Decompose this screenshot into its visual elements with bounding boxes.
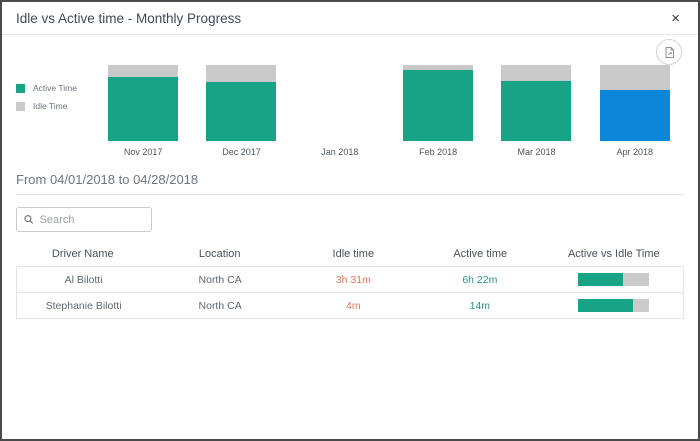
idle-segment: [599, 65, 670, 91]
table-row[interactable]: Stephanie Bilotti North CA 4m 14m: [16, 292, 684, 319]
month-bar-dec-2017[interactable]: Dec 2017: [192, 65, 290, 157]
close-icon[interactable]: ×: [667, 9, 684, 28]
col-header-active-time: Active time: [453, 248, 508, 260]
legend-item-active-time[interactable]: Active Time: [16, 83, 94, 93]
active-vs-idle-bar: [577, 273, 649, 286]
month-bar-mar-2018[interactable]: Mar 2018: [487, 65, 585, 157]
col-header-active-vs-idle: Active vs Idle Time: [567, 248, 660, 260]
active-segment: [501, 80, 572, 141]
legend-item-idle-time[interactable]: Idle Time: [16, 101, 94, 111]
cell-active-vs-idle: [543, 299, 683, 312]
bar-stack: [206, 65, 277, 141]
search-icon: [24, 215, 34, 224]
chart-bars: Nov 2017 Dec 2017 Jan 2018 Feb 2018 Mar 2018…: [94, 65, 684, 157]
legend-label: Idle Time: [33, 101, 68, 111]
bar-stack: [108, 65, 179, 141]
legend-swatch: [16, 83, 25, 93]
active-segment: [206, 81, 277, 141]
month-label: Nov 2017: [123, 147, 163, 157]
idle-segment: [403, 65, 474, 71]
cell-active-time: 6h 22m: [462, 273, 498, 286]
month-bar-feb-2018[interactable]: Feb 2018: [389, 65, 487, 157]
col-header-idle-time: Idle time: [332, 248, 375, 260]
col-header-driver-name: Driver Name: [51, 248, 114, 260]
table-body: Al Bilotti North CA 3h 31m 6h 22m Stephanie …: [16, 266, 684, 319]
cell-location: North CA: [198, 299, 242, 312]
cell-active-time: 14m: [469, 299, 491, 312]
idle-segment: [108, 65, 179, 78]
legend-swatch: [16, 101, 25, 111]
active-segment-selected: [599, 90, 670, 141]
period-heading: From 04/01/2018 to 04/28/2018: [16, 172, 684, 195]
dialog-title: Idle vs Active time - Monthly Progress: [16, 10, 242, 26]
month-label: Apr 2018: [616, 147, 654, 157]
dialog-header: Idle vs Active time - Monthly Progress ×: [2, 2, 698, 35]
active-segment: [403, 70, 474, 141]
month-bar-jan-2018[interactable]: Jan 2018: [291, 65, 389, 157]
export-report-icon: [665, 46, 674, 58]
table-row[interactable]: Al Bilotti North CA 3h 31m 6h 22m: [16, 266, 684, 293]
chart-legend: Active Time Idle Time: [16, 65, 94, 157]
idle-segment: [501, 65, 572, 81]
month-bar-nov-2017[interactable]: Nov 2017: [94, 65, 192, 157]
col-header-location: Location: [198, 248, 241, 260]
cell-driver-name: Al Bilotti: [64, 273, 103, 286]
bar-stack: [305, 65, 375, 141]
table-header: Driver Name Location Idle time Active ti…: [16, 242, 684, 266]
active-vs-idle-bar: [577, 299, 649, 312]
bar-stack: [599, 65, 670, 141]
cell-location: North CA: [198, 273, 242, 286]
cell-idle-time: 4m: [346, 299, 361, 312]
month-label: Jan 2018: [321, 147, 359, 157]
cell-idle-time: 3h 31m: [335, 273, 371, 286]
active-segment: [108, 77, 179, 141]
cell-active-vs-idle: [543, 273, 683, 286]
active-ratio-fill: [577, 273, 623, 286]
idle-segment: [206, 65, 277, 82]
cell-driver-name: Stephanie Bilotti: [45, 299, 122, 312]
bar-stack: [403, 65, 474, 141]
month-label: Feb 2018: [419, 147, 458, 157]
month-label: Dec 2017: [222, 147, 261, 157]
monthly-progress-chart: Active Time Idle Time Nov 2017 Dec 2017 Jan…: [2, 35, 698, 157]
search-box[interactable]: [16, 207, 152, 232]
bar-stack: [501, 65, 572, 141]
search-input[interactable]: [39, 213, 144, 226]
legend-label: Active Time: [33, 83, 77, 93]
export-report-button[interactable]: [656, 39, 682, 65]
drivers-table: Driver Name Location Idle time Active ti…: [16, 242, 684, 319]
active-ratio-fill: [577, 299, 633, 312]
month-bar-apr-2018[interactable]: Apr 2018: [586, 65, 684, 157]
month-label: Mar 2018: [517, 147, 556, 157]
